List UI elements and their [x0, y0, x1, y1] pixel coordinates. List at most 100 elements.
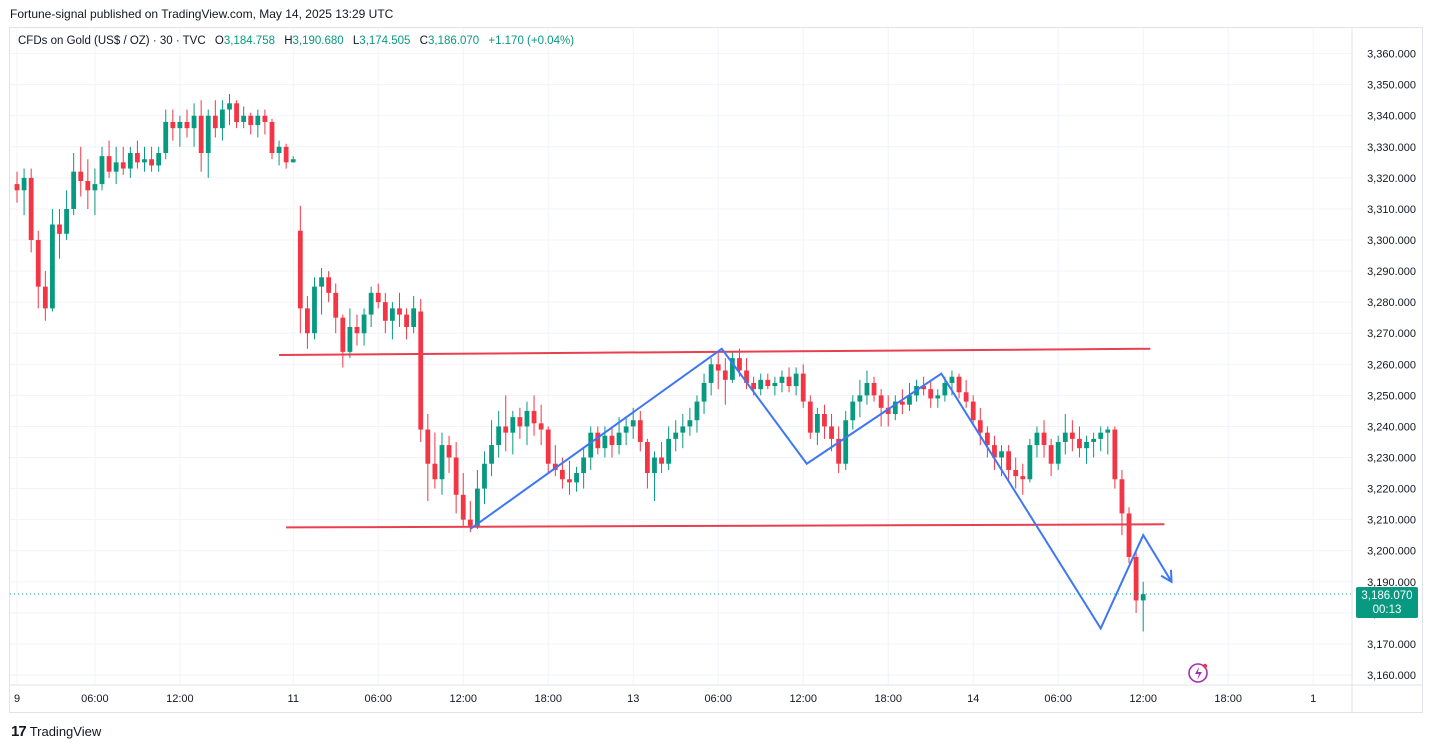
- y-tick-label: 3,340.000: [1367, 111, 1416, 123]
- candle-body: [559, 469, 565, 480]
- candle-body: [460, 494, 466, 520]
- candle-body: [404, 314, 409, 328]
- resistance-line: [279, 347, 1151, 356]
- candle-body: [227, 103, 232, 110]
- candle-body: [290, 159, 296, 163]
- candle-body: [184, 121, 190, 129]
- candle-body: [163, 121, 169, 154]
- candle-body: [368, 292, 374, 315]
- candle-body: [1062, 432, 1068, 442]
- y-tick-label: 3,280.000: [1367, 297, 1416, 309]
- time-axis[interactable]: 9 06:00 12:00 11 06:00 12:00 18:00 13 06:00 12:00…: [14, 693, 1316, 705]
- footer-brand[interactable]: 17 TradingView: [11, 723, 101, 740]
- x-tick-label: 18:00: [534, 693, 562, 705]
- candle-body: [616, 432, 622, 446]
- alert-icon[interactable]: [1188, 663, 1208, 683]
- candle-body: [14, 184, 20, 191]
- price-axis[interactable]: 3,160.0003,170.0003,180.0003,190.0003,20…: [1367, 49, 1416, 682]
- candle-body: [375, 292, 381, 303]
- candle-body: [623, 426, 629, 433]
- candle-body: [467, 519, 473, 526]
- candle-body: [1034, 432, 1040, 446]
- candle-body: [1013, 469, 1019, 477]
- candle-body: [120, 162, 126, 169]
- y-tick-label: 3,220.000: [1367, 484, 1416, 496]
- candle-body: [1048, 445, 1054, 464]
- candle-body: [1084, 441, 1089, 449]
- candle-body: [64, 208, 69, 234]
- candlestick-series: [14, 93, 1146, 632]
- candle-body: [42, 286, 48, 309]
- candle-body: [538, 423, 544, 430]
- symbol-legend[interactable]: CFDs on Gold (US$ / OZ) · 30 · TVC O3,18…: [18, 35, 574, 47]
- candle-body: [269, 121, 275, 154]
- candle-body: [170, 121, 176, 129]
- wave-arrowhead: [1160, 569, 1173, 584]
- candle-body: [722, 370, 728, 380]
- candle-body: [878, 395, 884, 408]
- candle-body: [588, 432, 594, 458]
- y-tick-label: 3,210.000: [1367, 515, 1416, 527]
- candle-body: [977, 420, 983, 433]
- candle-body: [935, 395, 941, 399]
- x-tick-label: 06:00: [364, 693, 392, 705]
- candle-body: [333, 292, 339, 318]
- y-tick-label: 3,270.000: [1367, 328, 1416, 340]
- candle-body: [765, 379, 771, 387]
- tradingview-logo-icon: 17: [11, 723, 27, 740]
- candle-body: [1020, 476, 1026, 480]
- candle-body: [198, 115, 204, 154]
- candle-body: [595, 432, 601, 449]
- close-label: C: [419, 35, 428, 47]
- candle-body: [205, 115, 211, 154]
- y-tick-label: 3,160.000: [1367, 670, 1416, 682]
- candle-body: [248, 115, 254, 126]
- x-tick-label: 06:00: [81, 693, 109, 705]
- y-tick-label: 3,200.000: [1367, 546, 1416, 558]
- candle-body: [928, 389, 934, 399]
- candle-body: [312, 286, 317, 334]
- candle-body: [241, 115, 247, 122]
- candle-body: [786, 376, 792, 387]
- candle-body: [871, 382, 877, 396]
- candle-body: [531, 410, 537, 424]
- candle-body: [843, 420, 849, 464]
- candle-body: [135, 153, 140, 163]
- candle-body: [524, 410, 530, 427]
- candle-body: [1041, 432, 1047, 446]
- candle-body: [864, 382, 870, 396]
- candle-body: [652, 457, 657, 474]
- open-label: O: [214, 35, 224, 47]
- candle-body: [1027, 445, 1033, 480]
- candle-body: [432, 463, 438, 480]
- candle-body: [489, 445, 494, 464]
- chart-frame: [9, 27, 1423, 713]
- grid-lines: [10, 28, 1422, 713]
- candle-body: [418, 311, 424, 430]
- candle-body: [637, 420, 643, 442]
- candle-body: [758, 379, 764, 390]
- candle-body: [361, 314, 367, 334]
- candle-body: [340, 317, 346, 352]
- candle-body: [793, 373, 799, 387]
- last-price-value: 3,186.070: [1361, 590, 1413, 602]
- y-tick-label: 3,290.000: [1367, 266, 1416, 278]
- x-tick-label: 12:00: [449, 693, 477, 705]
- candle-body: [687, 420, 693, 427]
- last-price-tag: 3,186.070 00:13: [1356, 587, 1418, 618]
- publish-line: Fortune-signal published on TradingView.…: [10, 7, 394, 21]
- y-tick-label: 3,350.000: [1367, 80, 1416, 92]
- candle-body: [984, 432, 990, 446]
- candle-body: [1098, 432, 1104, 439]
- candle-body: [191, 115, 197, 129]
- candle-body: [156, 153, 162, 166]
- candle-body: [999, 451, 1004, 458]
- candle-body: [283, 146, 289, 163]
- y-tick-label: 3,240.000: [1367, 421, 1416, 433]
- candle-body: [234, 103, 239, 122]
- candle-body: [666, 438, 672, 464]
- candle-body: [907, 395, 912, 405]
- candle-body: [836, 438, 842, 464]
- candle-body: [545, 429, 551, 464]
